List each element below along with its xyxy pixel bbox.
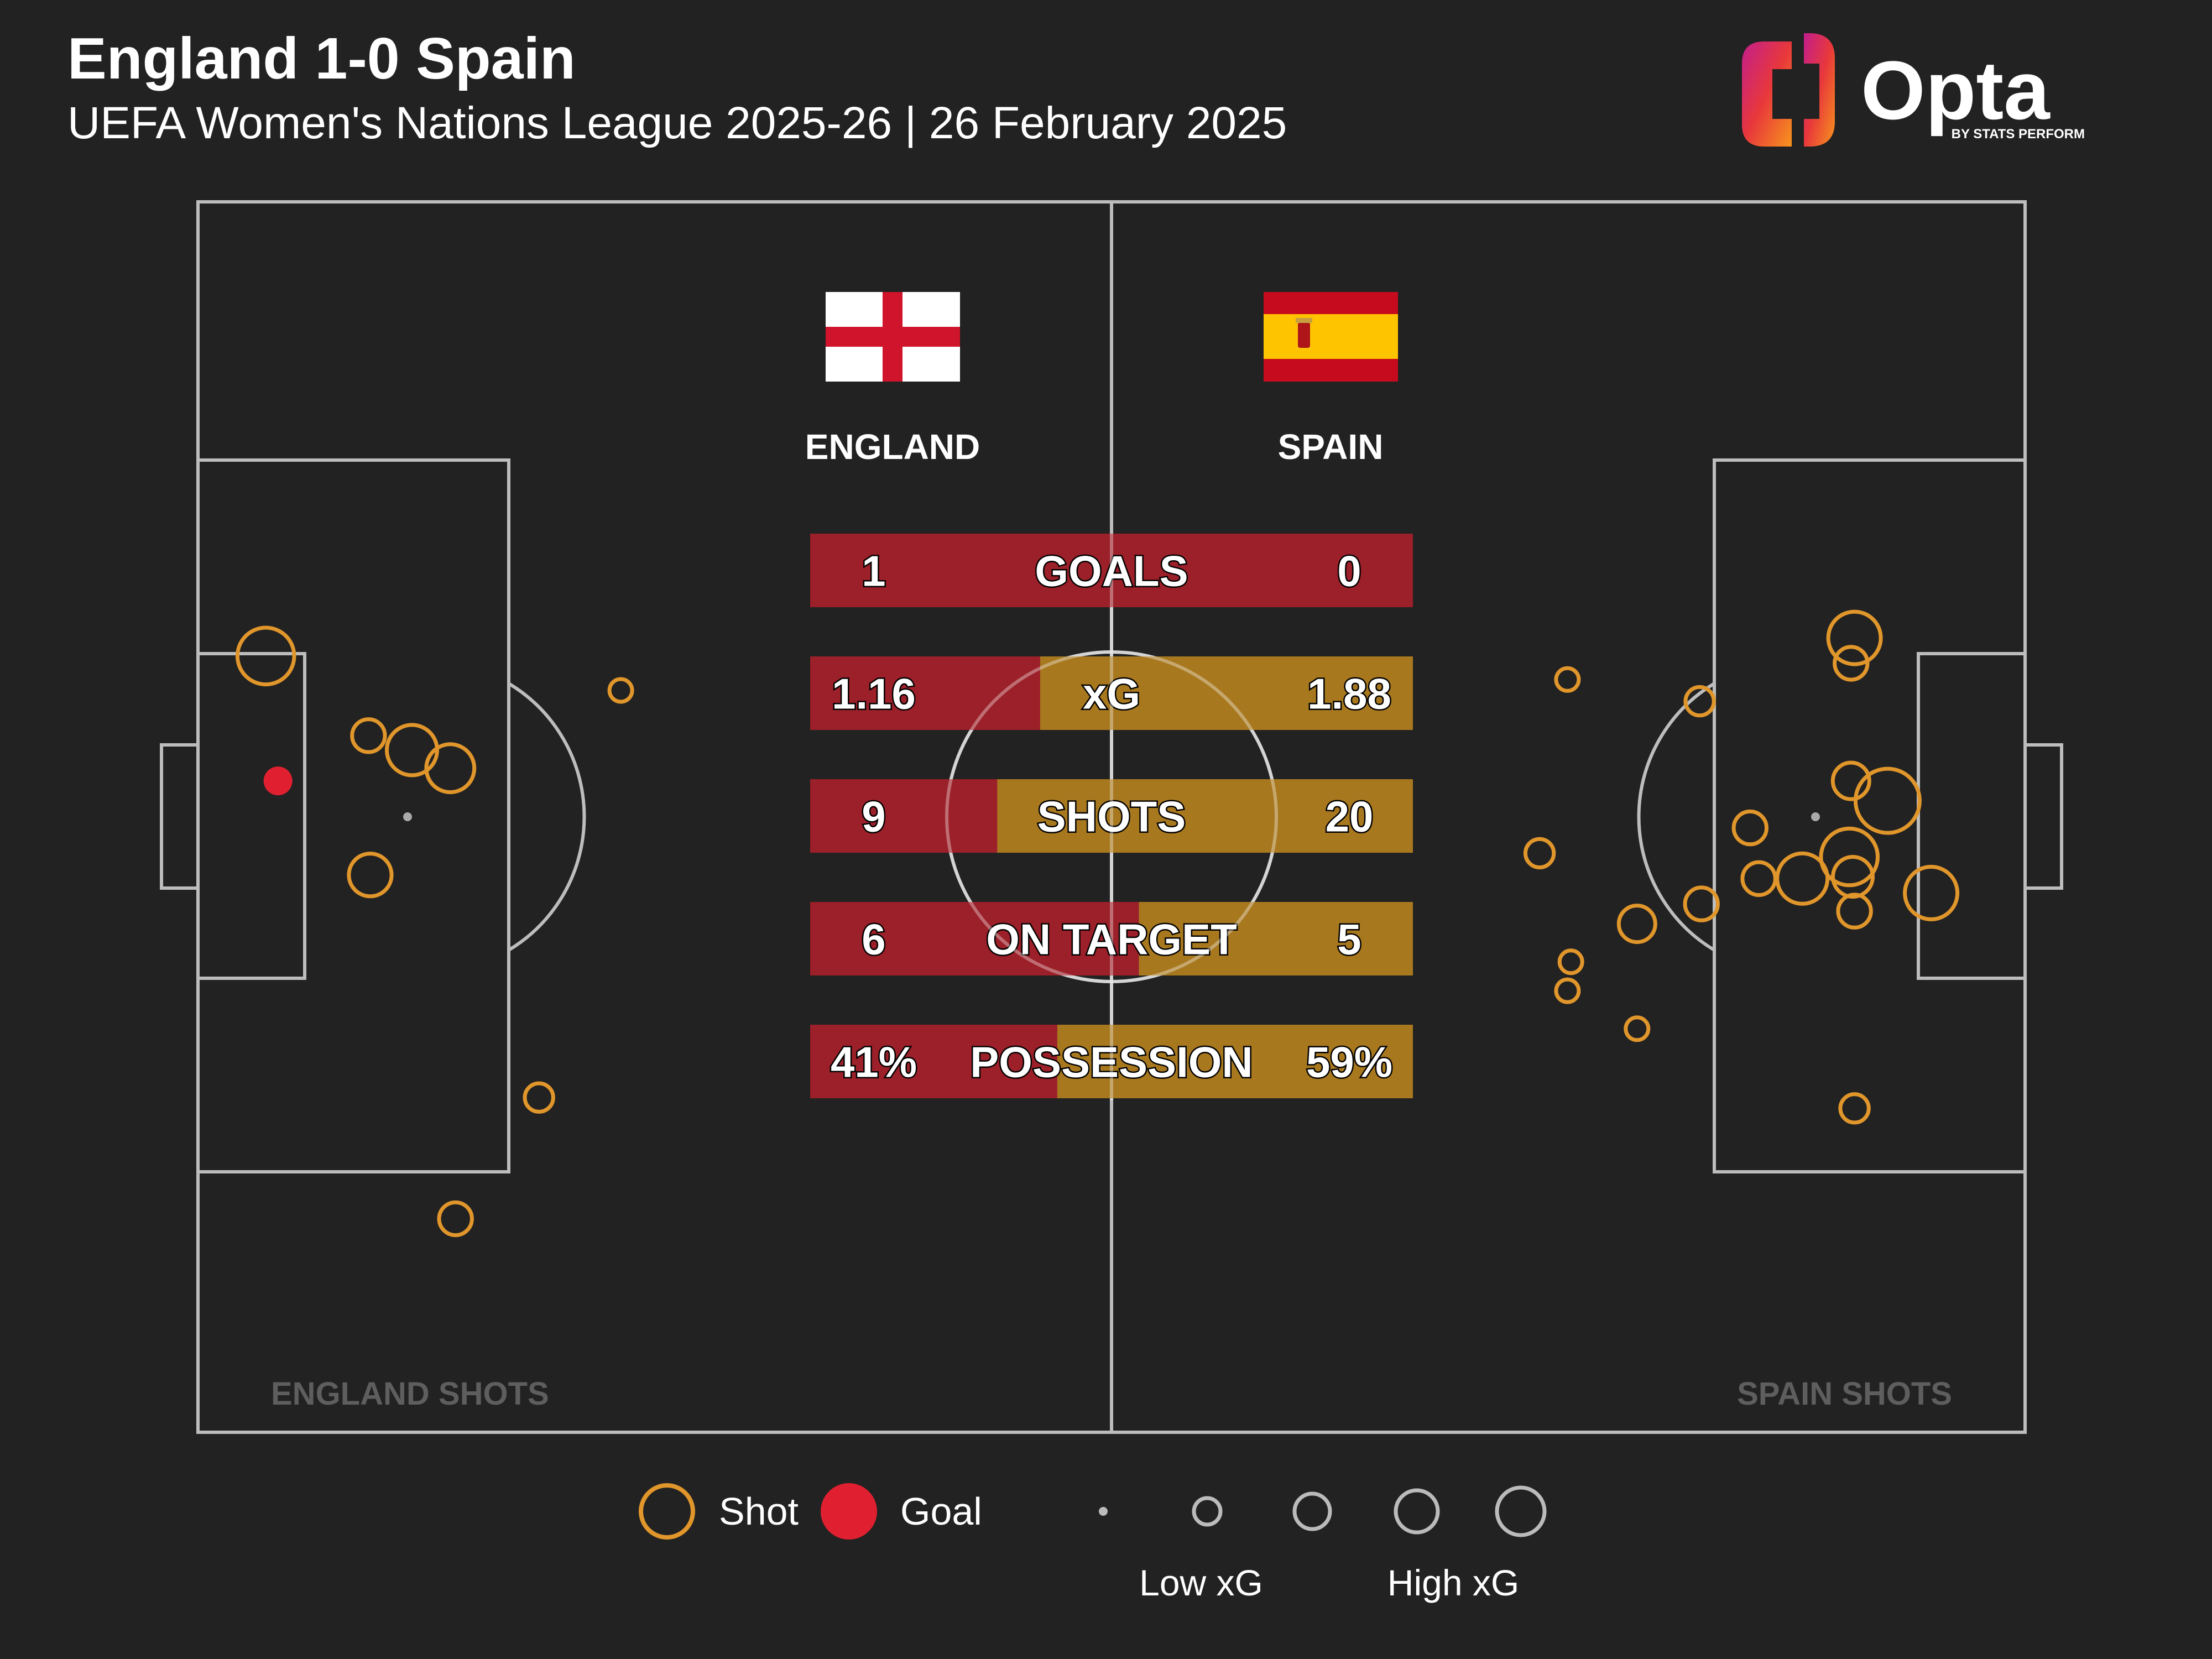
spain-flag-icon [1264,292,1398,382]
stat-label-goals: GOALS [1035,547,1188,596]
left-penalty-arc [508,682,586,952]
england-shot-6 [347,852,394,899]
england-shot-4 [385,723,439,778]
spain-shot-11 [1836,893,1873,930]
stat-away-value-on-target: 5 [1337,915,1361,964]
stat-label-xg: xG [1083,670,1140,718]
right-penalty-arc [1637,682,1715,952]
spain-shot-2 [1833,645,1870,682]
home-shots-label: ENGLAND SHOTS [271,1376,549,1412]
legend: Shot Goal Low xG High xG [639,1483,1547,1603]
spain-shot-1 [1826,609,1883,666]
legend-shot-label: Shot [719,1490,799,1533]
stat-label-on-target: ON TARGET [986,915,1237,964]
right-goal [2023,743,2063,890]
spain-shot-4 [1853,766,1922,835]
stats-layer: 1 GOALS 0 1.16 xG 1.88 9 SHOTS 20 6 ON TARGET 5 41% P… [810,534,1413,1098]
stat-away-value-goals: 0 [1337,547,1361,596]
away-shots-label: SPAIN SHOTS [1737,1376,1952,1412]
england-shot-8 [523,1081,555,1114]
stat-away-value-xg: 1.88 [1307,670,1391,718]
left-six-yard-box [196,652,306,980]
opta-tagline: BY STATS PERFORM [1952,127,2085,142]
england-shot-7 [607,677,634,704]
legend-size-1 [1099,1507,1108,1516]
spain-shot-15 [1554,666,1581,693]
stat-bar-home-on-target [810,902,1139,975]
right-six-yard-box [1917,652,2027,980]
stat-bar-home-xg [810,656,1040,730]
left-goal [160,743,200,890]
stat-bar-home-goals [810,534,1413,607]
england-shot-1 [235,625,296,687]
stat-away-value-possession: 59% [1306,1038,1392,1087]
right-penalty-spot [1811,812,1820,821]
spain-shot-16 [1523,837,1556,870]
stat-home-value-on-target: 6 [862,915,885,964]
spain-shot-5 [1731,809,1769,847]
stat-bar-home-possession [810,1025,1057,1098]
england-flag-icon [826,292,960,382]
away-team-name: SPAIN [1278,427,1384,467]
spain-shot-17 [1557,948,1584,975]
england-shot-5 [424,742,477,795]
spain-shot-12 [1683,885,1720,922]
stat-home-value-possession: 41% [831,1038,917,1087]
home-team-name: ENGLAND [805,427,980,467]
pitch [160,200,2063,1434]
stat-label-shots: SHOTS [1037,792,1186,841]
legend-size-5 [1495,1485,1547,1537]
opta-logo-icon [1742,33,1835,147]
spain-shot-10 [1903,864,1960,921]
opta-logo: Opta BY STATS PERFORM [1742,33,2085,147]
legend-shot-marker [639,1483,695,1540]
legend-high-xg: High xG [1387,1562,1519,1603]
spain-shot-18 [1554,977,1581,1004]
spain-shot-8 [1775,851,1830,906]
legend-size-2 [1192,1496,1223,1527]
stat-home-value-shots: 9 [862,792,885,841]
chart-title: England 1-0 Spain [67,26,576,91]
shots-layer [235,609,1960,1238]
legend-size-3 [1292,1491,1332,1531]
spain-shot-6 [1819,826,1880,888]
left-penalty-area [196,458,510,1173]
spain-shot-14 [1683,685,1716,718]
left-penalty-spot [403,812,412,821]
stat-home-value-goals: 1 [862,547,885,596]
spain-shot-13 [1616,904,1657,945]
stat-label-possession: POSSESSION [970,1038,1253,1087]
legend-size-4 [1394,1488,1440,1535]
stat-home-value-xg: 1.16 [832,670,916,718]
centre-circle-overlay [945,650,1278,983]
stat-bar-home-shots [810,779,998,853]
england-shot-3 [350,717,387,754]
england-goal-2 [263,766,293,796]
chart-subtitle: UEFA Women's Nations League 2025-26 | 26… [67,98,1287,148]
opta-wordmark: Opta [1861,44,2051,137]
stat-away-value-shots: 20 [1326,792,1374,841]
spain-shot-3 [1830,760,1871,801]
legend-low-xg: Low xG [1139,1562,1263,1603]
spain-shot-9 [1740,860,1777,898]
spain-shot-19 [1624,1015,1651,1042]
spain-shot-20 [1838,1092,1871,1125]
legend-goal-marker [821,1483,877,1540]
england-shot-9 [437,1200,474,1238]
legend-goal-label: Goal [900,1490,982,1533]
